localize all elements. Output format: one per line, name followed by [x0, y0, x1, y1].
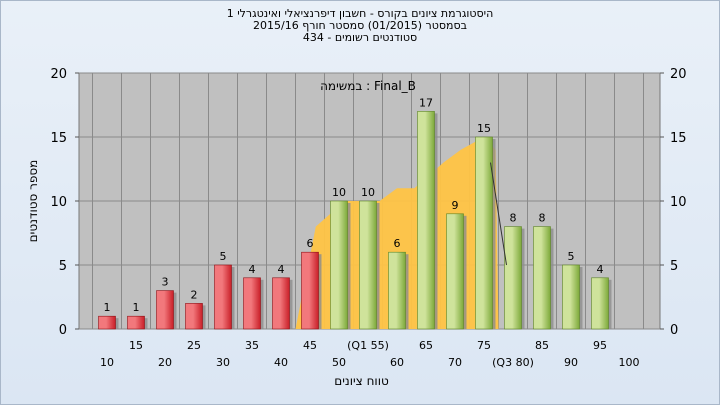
- x-tick-label: 75: [477, 339, 491, 352]
- bar-value-label: 1: [104, 301, 111, 314]
- bar-value-label: 15: [477, 122, 491, 135]
- histogram-bar: [591, 277, 609, 330]
- y-tick-label-left: 10: [50, 195, 67, 210]
- x-tick-label: 15: [129, 339, 143, 352]
- y-tick-label-right: 10: [670, 195, 687, 210]
- x-tick-label: 90: [564, 356, 578, 369]
- y-tick-label-left: 0: [59, 323, 67, 338]
- bar-value-label: 6: [307, 237, 314, 250]
- histogram-bar: [214, 264, 232, 330]
- x-tick-label: 45: [303, 339, 317, 352]
- y-tick-label-left: 20: [50, 67, 67, 82]
- x-tick-label: 85: [535, 339, 549, 352]
- x-tick-label: 50: [332, 356, 346, 369]
- y-tick-label-left: 15: [50, 131, 67, 146]
- histogram-bar: [533, 226, 551, 330]
- x-tick-label: 65: [419, 339, 433, 352]
- x-axis-label: טווח ציונים: [334, 374, 389, 388]
- chart-header: היסטוגרמת ציונים בקורס - חשבון דיפרנציאל…: [0, 8, 720, 44]
- bar-value-label: 5: [220, 250, 227, 263]
- y-tick-label-right: 15: [670, 131, 687, 146]
- x-tick-label: 60: [390, 356, 404, 369]
- bar-value-label: 3: [162, 276, 169, 289]
- x-tick-label: 30: [216, 356, 230, 369]
- bar-value-label: 1: [133, 301, 140, 314]
- histogram-bar: [562, 264, 580, 330]
- x-tick-label: 20: [158, 356, 172, 369]
- histogram-bar: [446, 213, 464, 330]
- histogram-bar: [243, 277, 261, 330]
- histogram-bar: [504, 226, 522, 330]
- x-tick-label: 35: [245, 339, 259, 352]
- y-axis-label: מספר סטודנטים: [26, 160, 40, 243]
- bar-value-label: 5: [568, 250, 575, 263]
- histogram-bar: [98, 315, 116, 330]
- x-tick-label: 70: [448, 356, 462, 369]
- x-tick-label: 40: [274, 356, 288, 369]
- bar-value-label: 8: [539, 212, 546, 225]
- histogram-bar: [272, 277, 290, 330]
- bar-value-label: 4: [597, 263, 604, 276]
- x-tick-label: 25: [187, 339, 201, 352]
- x-tick-label: 10: [100, 356, 114, 369]
- histogram-bar: [127, 315, 145, 330]
- histogram-bar: [475, 136, 493, 330]
- histogram-bar: [185, 303, 203, 330]
- histogram-bar: [301, 251, 319, 330]
- histogram-bar: [388, 251, 406, 330]
- y-tick-label-right: 20: [670, 67, 687, 82]
- chart-subtitle-students: סטודנטים רשומים - 434: [302, 31, 418, 44]
- bar-value-label: 17: [419, 96, 433, 109]
- bar-value-label: 2: [191, 288, 198, 301]
- x-tick-label: (Q1 55): [347, 339, 389, 352]
- x-tick-label: (Q3 80): [492, 356, 534, 369]
- bar-value-label: 10: [361, 186, 375, 199]
- q3-marker-line: [490, 162, 507, 266]
- histogram-bar: [330, 200, 348, 330]
- y-tick-label-right: 5: [670, 259, 678, 274]
- histogram-bar: [417, 111, 435, 330]
- histogram-bar: [156, 290, 174, 330]
- y-tick-label-right: 0: [670, 323, 678, 338]
- x-tick-label: 95: [593, 339, 607, 352]
- bar-value-label: 9: [452, 199, 459, 212]
- bar-value-label: 4: [278, 263, 285, 276]
- chart-title: היסטוגרמת ציונים בקורס - חשבון דיפרנציאל…: [226, 7, 494, 20]
- chart-subtitle-semester: בסמסטר (01/2015) סמסטר חורף 2015/16: [253, 19, 467, 32]
- bar-value-label: 10: [332, 186, 346, 199]
- x-tick-label: 100: [619, 356, 640, 369]
- bar-value-label: 6: [394, 237, 401, 250]
- y-tick-label-left: 5: [59, 259, 67, 274]
- bar-value-label: 8: [510, 212, 517, 225]
- chart-annotation: במשימה : Final_B: [320, 79, 416, 93]
- bar-value-label: 4: [249, 263, 256, 276]
- histogram-bar: [359, 200, 377, 330]
